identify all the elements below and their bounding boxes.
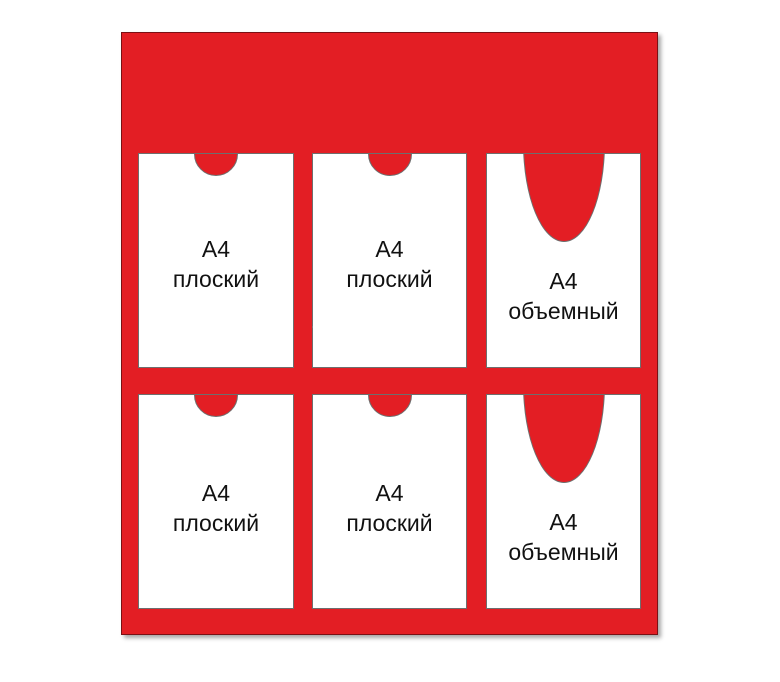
pocket-type: плоский	[172, 266, 260, 292]
pocket-label: A4 объемный	[487, 266, 640, 326]
pocket-type: объемный	[508, 539, 619, 565]
pocket-size: A4	[201, 236, 231, 262]
pocket-label: A4 объемный	[487, 507, 640, 567]
pocket-slot	[522, 154, 605, 242]
pocket-volume-2: A4 объемный	[486, 394, 641, 609]
pocket-label: A4 плоский	[313, 478, 466, 538]
pocket-type: плоский	[172, 510, 260, 536]
pocket-volume-1: A4 объемный	[486, 153, 641, 368]
watermark: ТоргСтрой	[312, 320, 439, 350]
pocket-label: A4 плоский	[313, 234, 466, 294]
pocket-notch	[367, 154, 412, 176]
pocket-size: A4	[375, 480, 404, 506]
pocket-size: A4	[201, 480, 231, 506]
pocket-flat-3: A4 плоский	[138, 394, 294, 609]
pocket-size: A4	[375, 236, 404, 262]
pocket-size: A4	[549, 509, 578, 535]
pocket-notch	[194, 395, 238, 417]
pocket-type: плоский	[346, 510, 433, 536]
pocket-notch	[194, 154, 238, 176]
pocket-size: A4	[549, 268, 578, 294]
pocket-type: объемный	[508, 298, 619, 324]
pocket-label: A4 плоский	[139, 234, 293, 294]
pocket-flat-1: A4 плоский	[138, 153, 294, 368]
pocket-label: A4 плоский	[139, 478, 293, 538]
pocket-slot	[522, 395, 605, 483]
pocket-notch	[367, 395, 412, 417]
pocket-flat-2: A4 плоский	[312, 153, 467, 368]
pocket-flat-4: A4 плоский	[312, 394, 467, 609]
pocket-type: плоский	[346, 266, 433, 292]
